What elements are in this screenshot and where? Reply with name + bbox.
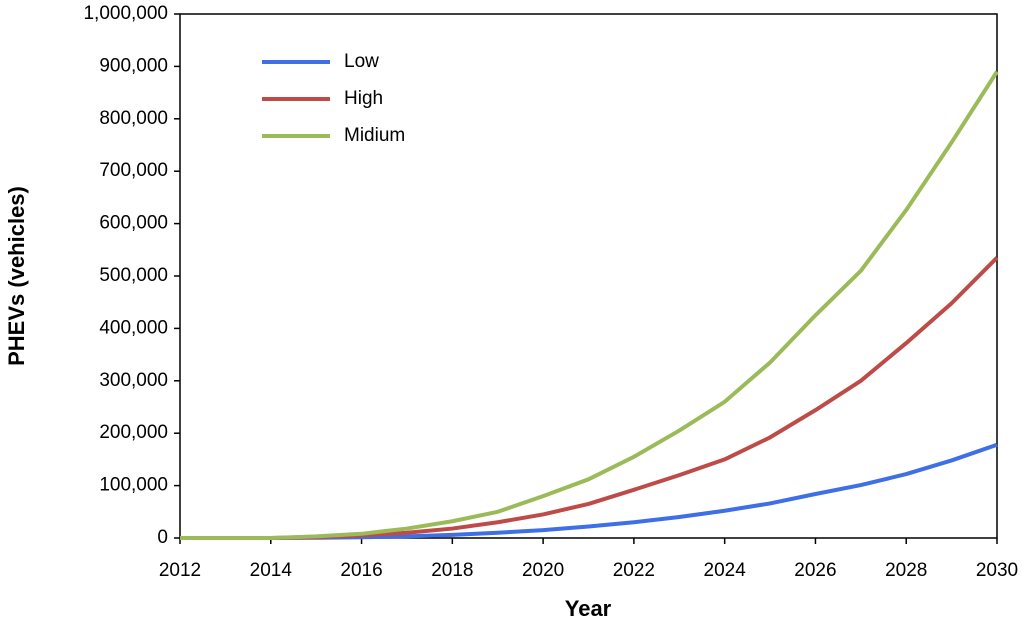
x-tick-label: 2030 xyxy=(976,560,1018,581)
y-tick-label: 800,000 xyxy=(99,108,168,129)
line-series xyxy=(180,256,999,540)
legend-label: High xyxy=(344,88,383,109)
legend-label: Low xyxy=(344,51,379,72)
x-tick-label: 2018 xyxy=(431,560,473,581)
x-tick-label: 2020 xyxy=(522,560,564,581)
y-tick-label: 0 xyxy=(157,527,168,548)
y-tick-label: 400,000 xyxy=(99,317,168,338)
legend-label: Midium xyxy=(344,125,405,146)
y-tick-label: 100,000 xyxy=(99,475,168,496)
y-tick-label: 700,000 xyxy=(99,160,168,181)
y-tick-label: 600,000 xyxy=(99,213,168,234)
y-tick-label: 200,000 xyxy=(99,422,168,443)
x-tick-label: 2022 xyxy=(613,560,655,581)
x-tick-label: 2026 xyxy=(794,560,836,581)
y-axis-title: PHEVs (vehicles) xyxy=(4,186,29,366)
y-tick-label: 900,000 xyxy=(99,55,168,76)
line-series xyxy=(180,70,999,540)
x-tick-label: 2014 xyxy=(250,560,293,581)
x-axis-title: Year xyxy=(565,596,612,621)
x-tick-label: 2016 xyxy=(340,560,382,581)
x-tick-label: 2024 xyxy=(704,560,747,581)
y-tick-label: 300,000 xyxy=(99,370,168,391)
plot-frame xyxy=(179,13,998,539)
x-tick-label: 2028 xyxy=(885,560,927,581)
line-series xyxy=(180,442,998,540)
x-tick-label: 2012 xyxy=(159,560,201,581)
y-tick-label: 500,000 xyxy=(99,265,168,286)
y-tick-label: 1,000,000 xyxy=(83,3,168,24)
